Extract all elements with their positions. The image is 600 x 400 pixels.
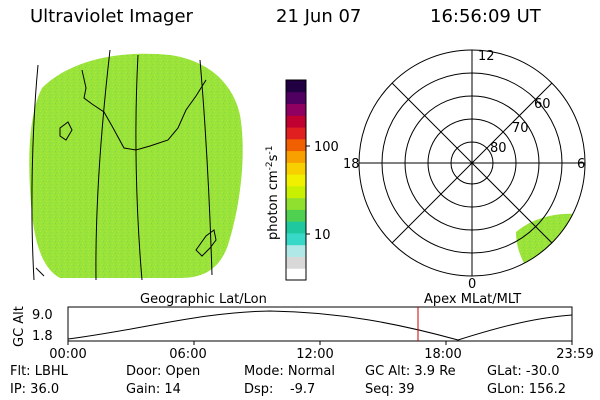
mlat-label-70: 70 (512, 121, 529, 136)
colorbar-segment (286, 256, 306, 269)
colorbar-segment (286, 162, 306, 175)
date-label: 21 Jun 07 (276, 6, 362, 27)
page-title: Ultraviolet Imager (30, 6, 193, 27)
glat-info: GLat: -30.0 (487, 364, 560, 379)
longitude-line (135, 54, 143, 281)
xtick-2359: 23:59 (556, 347, 593, 362)
glon-info: GLon: 156.2 (487, 382, 567, 397)
mode-info: Mode: Normal (244, 364, 335, 379)
colorbar-segment (286, 232, 306, 246)
colorbar-segment (286, 138, 306, 152)
time-label: 16:56:09 UT (430, 6, 541, 27)
colorbar-segment (286, 127, 306, 140)
colorbar-segment (286, 268, 306, 281)
coastline (59, 121, 73, 141)
coastline (195, 229, 217, 257)
ytick-bottom: 1.8 (32, 329, 53, 344)
colorbar-segment (286, 174, 306, 187)
mlt-label-18: 18 (343, 157, 360, 172)
gc-alt-info: GC Alt: 3.9 Re (365, 364, 456, 379)
geographic-image (29, 49, 243, 281)
ip-info: IP: 36.0 (10, 382, 60, 397)
colorbar-segment (286, 80, 306, 93)
mlt-label-0: 0 (468, 277, 476, 292)
mlat-label-60: 60 (534, 97, 551, 112)
mlat-label-80: 80 (490, 141, 507, 156)
longitude-line (31, 64, 39, 281)
colorbar-segment (286, 91, 306, 105)
xtick-1200: 12:00 (296, 347, 333, 362)
mlt-label-12: 12 (478, 49, 495, 64)
colorbar-segment (286, 103, 306, 116)
xtick-0000: 00:00 (49, 347, 86, 362)
colorbar-segment (286, 185, 306, 199)
colorbar-segment (286, 244, 306, 257)
colorbar-segment (286, 209, 306, 222)
coastline (81, 69, 207, 151)
geographic-title: Geographic Lat/Lon (140, 292, 267, 307)
colorbar-segment (286, 150, 306, 163)
ytick-top: 9.0 (32, 308, 53, 323)
altitude-curve (67, 310, 573, 341)
longitude-line (95, 49, 111, 281)
altitude-panel: Geographic Lat/Lon Apex MLat/MLT GC Alt … (12, 292, 594, 362)
colorbar-label: photon cm-2s-1 (265, 146, 281, 240)
apex-title: Apex MLat/MLT (424, 292, 521, 307)
coastline (35, 267, 45, 277)
polar-plot: 12 18 6 0 60 70 80 (343, 49, 586, 292)
colorbar: 100 10 photon cm-2s-1 (265, 79, 339, 281)
auroral-emission (516, 213, 579, 276)
dsp-info: Dsp: -9.7 (244, 382, 316, 397)
door-info: Door: Open (126, 364, 201, 379)
colorbar-segment (286, 221, 306, 234)
colorbar-tick-10: 10 (314, 228, 331, 243)
colorbar-tick-100: 100 (314, 140, 339, 155)
gc-alt-axis-label: GC Alt (12, 306, 27, 347)
gain-info: Gain: 14 (126, 382, 181, 397)
xtick-1800: 18:00 (424, 347, 461, 362)
seq-info: Seq: 39 (365, 382, 415, 397)
colorbar-segment (286, 197, 306, 210)
colorbar-segment (286, 115, 306, 128)
mlt-label-6: 6 (577, 157, 585, 172)
xtick-0600: 06:00 (169, 347, 206, 362)
filter-info: Flt: LBHL (10, 364, 68, 379)
